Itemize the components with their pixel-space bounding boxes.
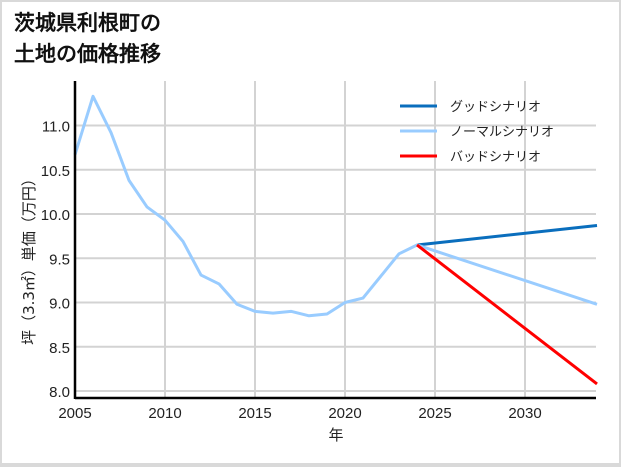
x-tick-label: 2020 <box>328 405 361 422</box>
series-line-2 <box>416 243 598 386</box>
legend-label: グッドシナリオ <box>450 100 541 115</box>
x-tick-label: 2015 <box>238 405 271 422</box>
y-tick-label: 9.0 <box>49 296 70 313</box>
chart-title: 茨城県利根町の 土地の価格推移 <box>14 11 161 66</box>
y-tick-label: 10.5 <box>41 163 70 180</box>
y-tick-label: 8.0 <box>49 384 70 401</box>
y-tick-label: 8.5 <box>49 340 70 357</box>
series-line-0 <box>416 224 598 247</box>
x-tick-label: 2010 <box>148 405 181 422</box>
series-line-1 <box>73 94 598 318</box>
y-tick-label: 9.5 <box>49 251 70 268</box>
x-tick-label: 2005 <box>58 405 91 422</box>
x-tick-label: 2025 <box>418 405 451 422</box>
y-tick-label: 11.0 <box>42 119 70 136</box>
legend-label: バッドシナリオ <box>450 150 541 165</box>
y-tick-label: 10.0 <box>41 207 70 224</box>
y-axis-label: 坪（3.3㎡）単価（万円） <box>20 171 38 345</box>
legend-label: ノーマルシナリオ <box>450 125 554 140</box>
x-axis-label: 年 <box>328 426 343 444</box>
gridlines <box>75 81 596 398</box>
x-tick-label: 2030 <box>508 405 541 422</box>
